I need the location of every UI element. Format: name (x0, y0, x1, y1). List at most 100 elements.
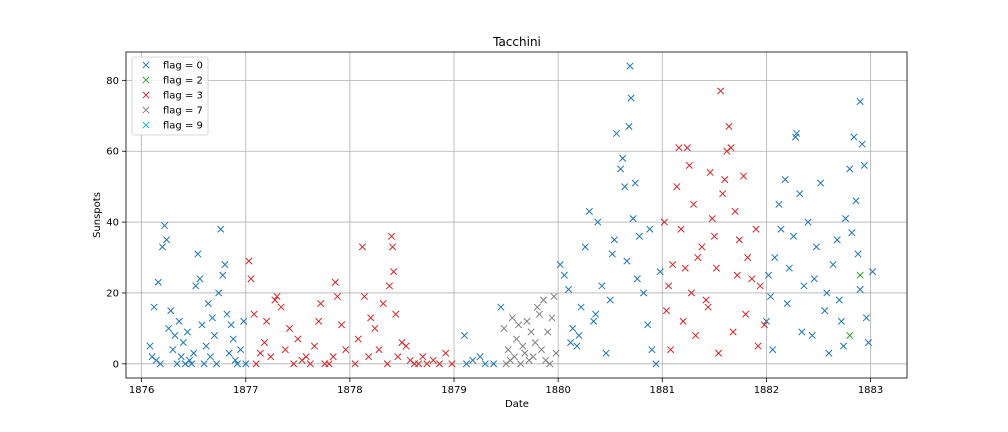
data-point (698, 243, 706, 251)
legend-marker (142, 76, 150, 84)
data-point (760, 321, 768, 329)
data-point (150, 303, 158, 311)
data-point (354, 335, 362, 343)
data-point (660, 218, 668, 226)
data-point (754, 342, 762, 350)
data-point (869, 268, 877, 276)
y-tick-label: 0 (113, 359, 119, 370)
legend-label: flag = 9 (163, 121, 203, 132)
data-point (508, 314, 516, 322)
data-point (706, 168, 714, 177)
data-point (163, 236, 171, 244)
data-point (263, 317, 271, 325)
data-point (692, 331, 700, 340)
data-point (173, 360, 181, 368)
data-point (619, 154, 627, 162)
data-point (190, 349, 198, 357)
data-point (429, 356, 437, 364)
data-point (631, 179, 639, 187)
data-point (762, 317, 770, 325)
data-point (229, 335, 237, 343)
data-point (215, 289, 223, 297)
data-point (710, 232, 718, 240)
data-point (387, 232, 396, 240)
data-point (735, 236, 743, 244)
data-markers (146, 62, 877, 368)
data-point (233, 360, 241, 368)
data-point (852, 197, 860, 205)
data-point (200, 360, 208, 368)
data-point (556, 261, 564, 269)
data-point (250, 310, 258, 318)
data-point (256, 349, 264, 357)
data-point (392, 310, 400, 318)
data-point (351, 360, 359, 368)
x-tick-label: 1882 (754, 385, 779, 396)
legend: flag = 0 flag = 2 flag = 3 flag = 7 flag = 9 (131, 56, 209, 136)
data-point (185, 356, 194, 364)
data-point (565, 285, 573, 293)
data-point (333, 292, 341, 301)
data-point (623, 257, 631, 265)
legend-marker (142, 106, 150, 114)
data-point (729, 328, 737, 336)
data-point (829, 261, 837, 269)
data-point (245, 257, 253, 265)
data-point (575, 331, 583, 340)
data-point (742, 310, 750, 318)
data-point (864, 339, 873, 347)
data-point (664, 282, 673, 290)
data-point (796, 190, 804, 198)
data-point (594, 218, 602, 226)
data-point (167, 307, 175, 315)
data-point (460, 331, 468, 340)
x-tick-label: 1876 (129, 385, 154, 396)
plot-frame (125, 51, 908, 379)
data-point (175, 317, 183, 325)
legend-box (131, 56, 209, 136)
x-tick-label: 1878 (337, 385, 362, 396)
data-point (242, 360, 250, 368)
x-axis-label: Date (505, 399, 529, 410)
data-point (156, 360, 164, 368)
data-point (590, 317, 598, 325)
data-point (602, 349, 610, 357)
data-point (694, 253, 702, 262)
data-point (231, 356, 239, 364)
data-point (573, 342, 581, 350)
data-point (315, 317, 323, 325)
y-tick-label: 40 (106, 218, 119, 229)
data-point (546, 360, 554, 368)
y-axis-label: Sunspots (92, 192, 103, 238)
data-point (837, 317, 845, 325)
data-point (771, 253, 779, 262)
data-point (846, 331, 854, 340)
data-point (627, 94, 635, 102)
data-point (317, 300, 325, 308)
legend-label: flag = 3 (163, 91, 203, 102)
data-point (194, 250, 202, 258)
data-point (581, 243, 589, 251)
data-point (462, 360, 471, 368)
data-point (717, 87, 725, 95)
legend-label: flag = 2 (163, 76, 203, 87)
data-point (702, 296, 710, 304)
data-point (202, 342, 210, 350)
data-point (681, 264, 689, 272)
data-point (612, 129, 621, 138)
data-point (683, 144, 691, 152)
data-point (854, 250, 862, 258)
data-point (644, 321, 652, 329)
data-point (160, 222, 169, 230)
data-point (569, 324, 577, 332)
data-point (856, 285, 864, 293)
data-point (839, 342, 848, 350)
data-point (548, 314, 556, 322)
data-point (512, 335, 521, 343)
data-point (606, 296, 614, 304)
data-point (800, 282, 808, 290)
y-tick-label: 80 (106, 76, 119, 87)
data-point (567, 339, 575, 347)
data-point (629, 214, 637, 223)
data-point (810, 275, 818, 283)
